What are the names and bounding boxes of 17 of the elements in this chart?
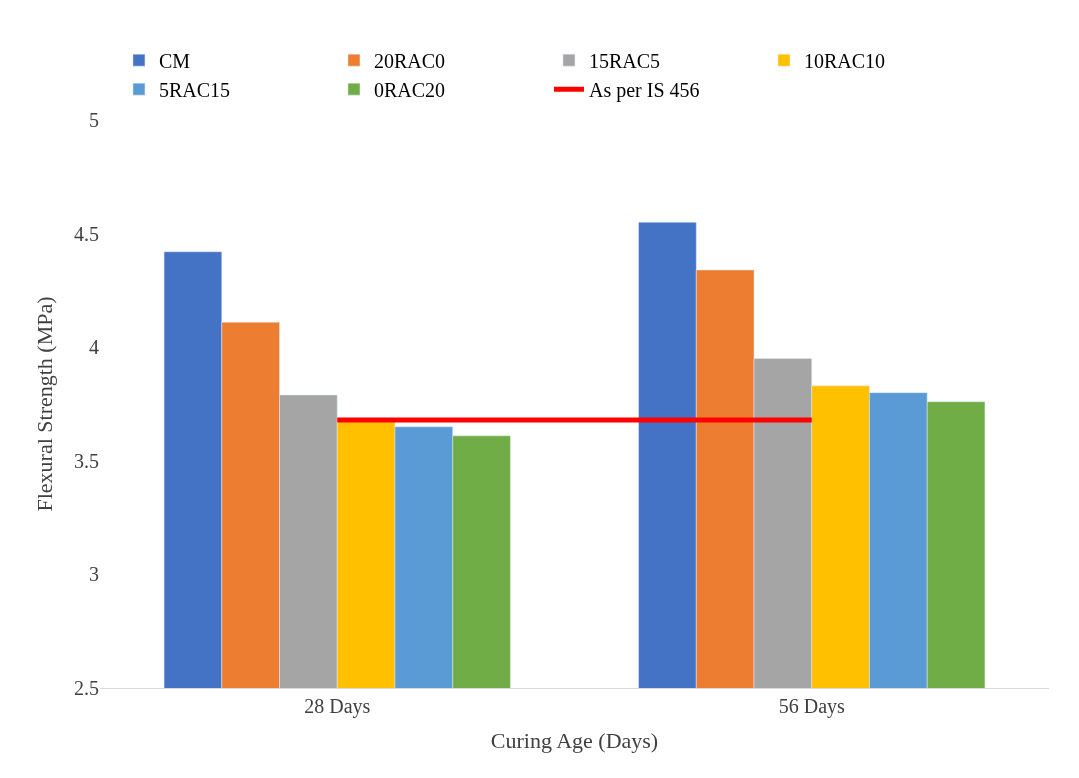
legend-label: 10RAC10 [803,49,886,72]
x-tick-label: 28 Days [304,695,371,718]
x-axis-title: Curing Age (Days) [490,727,659,753]
x-tick-label: 56 Days [778,695,846,718]
legend-label: As per IS 456 [588,78,700,102]
legend-label: 0RAC20 [373,78,446,101]
legend-label: 5RAC15 [158,78,231,101]
y-axis-title: Flexural Strength (MPa) [31,296,57,512]
legend-label: CM [158,49,191,72]
legend-label: 20RAC0 [373,49,446,72]
legend-label: 15RAC5 [588,49,661,72]
y-tick-label: 5 [89,109,99,131]
y-tick-label: 3.5 [74,449,99,472]
y-tick-label: 3 [89,563,99,586]
y-tick-label: 2.5 [74,677,99,699]
y-tick-label: 4 [89,336,99,359]
y-tick-label: 4.5 [74,222,99,245]
